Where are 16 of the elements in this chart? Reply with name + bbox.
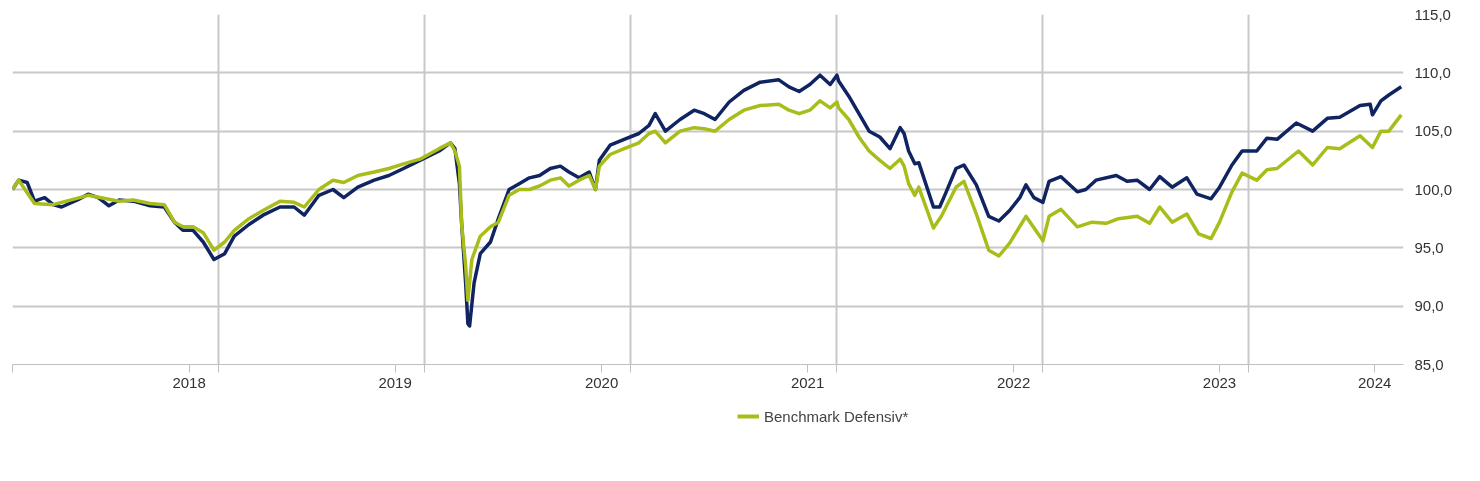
x-tick-label: 2024 bbox=[1358, 373, 1392, 391]
x-tick-label: 2023 bbox=[1202, 373, 1237, 391]
y-tick-label: 95,0 bbox=[1414, 238, 1444, 256]
x-tick-label: 2020 bbox=[584, 373, 619, 391]
y-tick-label: 105,0 bbox=[1414, 122, 1453, 140]
x-tick-label: 2022 bbox=[996, 373, 1031, 391]
y-tick-label: 90,0 bbox=[1414, 297, 1444, 315]
y-tick-label: 110,0 bbox=[1414, 63, 1451, 81]
y-tick-label: 115,0 bbox=[1414, 5, 1451, 23]
x-tick-label: 2021 bbox=[790, 373, 825, 391]
y-tick-label: 85,0 bbox=[1414, 355, 1444, 373]
x-tick-label: 2018 bbox=[172, 373, 206, 391]
y-tick-label: 100,0 bbox=[1414, 180, 1453, 198]
line-series bbox=[12, 99, 1403, 303]
x-tick-label: 2019 bbox=[378, 373, 412, 391]
legend-label: Benchmark Defensiv* bbox=[764, 407, 909, 425]
